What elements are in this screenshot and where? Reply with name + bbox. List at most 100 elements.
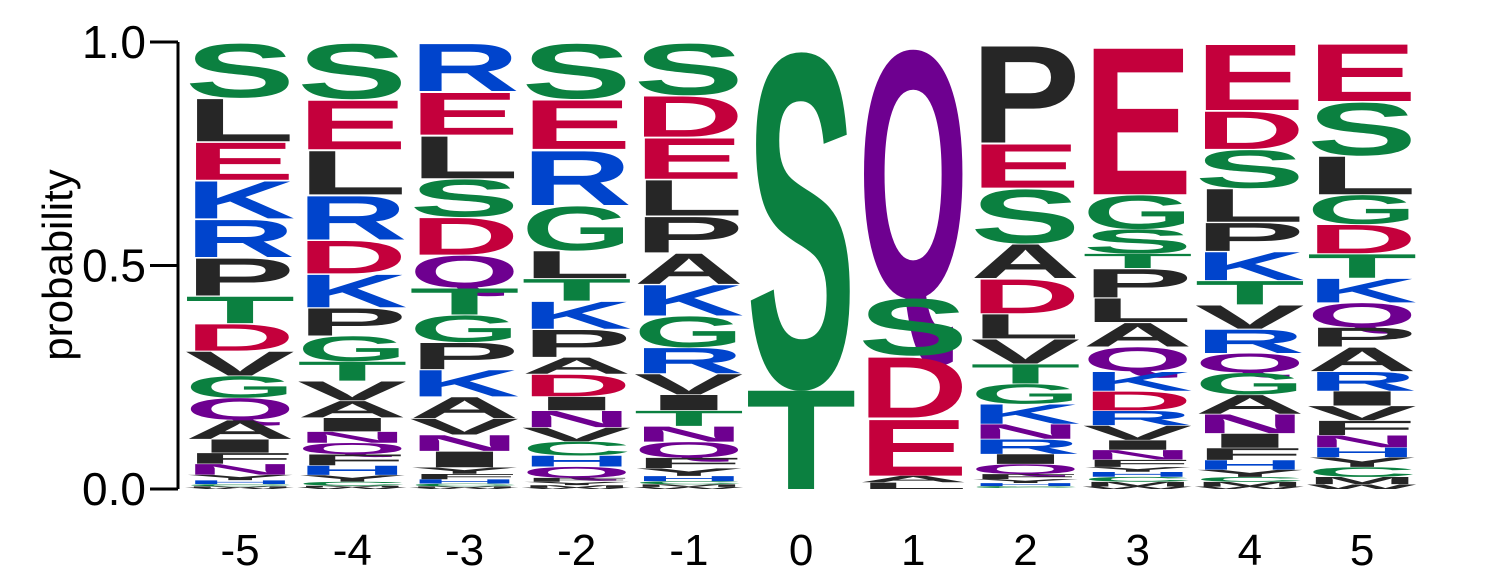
- logo-column: ST: [746, 0, 856, 520]
- logo-letter: F: [970, 473, 1080, 481]
- logo-letter: G: [297, 329, 407, 368]
- logo-letter: L: [522, 243, 632, 287]
- logo-letter: M: [522, 484, 632, 488]
- logo-letter: L: [858, 481, 968, 491]
- logo-letter: R: [1083, 407, 1193, 430]
- logo-letter: L: [1083, 291, 1193, 329]
- logo-letter: Y: [297, 473, 407, 484]
- logo-letter: D: [409, 207, 519, 266]
- logo-letter: I: [185, 435, 295, 456]
- logo-letter: Q: [409, 247, 519, 298]
- logo-letter: S: [522, 28, 632, 115]
- logo-letter: P: [409, 335, 519, 377]
- logo-letter: L: [1307, 145, 1417, 206]
- y-tick-label: 1.0: [82, 16, 146, 68]
- logo-letter: N: [297, 429, 407, 446]
- logo-letter: F: [1083, 458, 1193, 469]
- logo-letter: Q: [858, 0, 968, 373]
- logo-letter: K: [185, 170, 295, 230]
- logo-letter: C: [1307, 464, 1417, 479]
- logo-letter: A: [970, 234, 1080, 289]
- logo-letter: G: [634, 308, 744, 357]
- logo-letter: A: [522, 353, 632, 379]
- logo-letter: W: [185, 488, 295, 490]
- logo-letter: V: [522, 424, 632, 446]
- logo-letter: N: [1307, 432, 1417, 451]
- logo-letter: C: [634, 480, 744, 485]
- logo-letter: R: [634, 340, 744, 381]
- logo-letter: F: [409, 472, 519, 480]
- logo-letter: F: [1307, 417, 1417, 440]
- logo-letter: I: [634, 390, 744, 414]
- logo-letter: N: [634, 422, 744, 447]
- logo-letter: I: [522, 393, 632, 415]
- logo-letter: Q: [297, 440, 407, 457]
- logo-letter: P: [185, 248, 295, 308]
- logo-letter: A: [1307, 341, 1417, 379]
- logo-letter: E: [970, 131, 1080, 201]
- logo-letter: N: [1195, 409, 1305, 439]
- logo-letter: D: [185, 316, 295, 359]
- logo-letter: V: [970, 332, 1080, 371]
- logo-letter: S: [297, 28, 407, 115]
- logo-letter: D: [970, 269, 1080, 324]
- logo-letter: S: [970, 174, 1080, 260]
- logo-letter: A: [185, 415, 295, 445]
- logo-letter: E: [522, 85, 632, 164]
- logo-letter: T: [746, 361, 856, 520]
- logo-letter: R: [409, 30, 519, 106]
- logo-letter: Y: [1195, 468, 1305, 479]
- logo-letter: K: [409, 362, 519, 405]
- logo-letter: R: [185, 209, 295, 269]
- logo-letter: K: [970, 399, 1080, 430]
- logo-letter: W: [409, 488, 519, 490]
- logo-letter: D: [522, 368, 632, 403]
- logo-letter: E: [634, 126, 744, 191]
- logo-letter: P: [634, 206, 744, 263]
- logo-letter: Y: [1083, 466, 1193, 474]
- logo-letter: K: [522, 293, 632, 337]
- logo-letter: S: [634, 29, 744, 111]
- logo-letter: M: [185, 486, 295, 489]
- logo-letter: Y: [634, 466, 744, 478]
- logo-letter: S: [185, 28, 295, 114]
- logo-letter: E: [185, 132, 295, 192]
- logo-letter: P: [1083, 260, 1193, 306]
- logo-letter: S: [858, 282, 968, 373]
- logo-letter: Q: [522, 464, 632, 481]
- logo-letter: V: [185, 344, 295, 383]
- y-tick-label: 0.5: [82, 240, 146, 292]
- logo-letter: K: [1195, 243, 1305, 288]
- x-tick-label: -1: [669, 526, 708, 575]
- logo-letter: Y: [409, 466, 519, 476]
- y-axis: 0.0 0.5 1.0: [82, 16, 180, 515]
- logo-letter: A: [409, 391, 519, 425]
- x-tick-label: -5: [221, 526, 260, 575]
- logo-letter: Q: [1195, 348, 1305, 378]
- logo-letter: I: [1083, 437, 1193, 452]
- logo-letter: M: [1307, 475, 1417, 486]
- logo-letter: I: [1195, 429, 1305, 452]
- logo-letter: H: [970, 482, 1080, 487]
- logo-letter: Q: [634, 438, 744, 462]
- logo-letter: S: [1195, 139, 1305, 199]
- logo-letter: G: [185, 370, 295, 404]
- logo-letter: W: [634, 486, 744, 489]
- logo-letter: A: [1195, 390, 1305, 420]
- logo-letter: E: [1307, 27, 1417, 119]
- logo-letter: Q: [1307, 296, 1417, 334]
- logo-letter: D: [1083, 386, 1193, 416]
- logo-letter: P: [522, 322, 632, 366]
- logo-letter: F: [1195, 445, 1305, 464]
- logo-letter: V: [297, 375, 407, 406]
- logo-letter: N: [522, 406, 632, 432]
- logo-letter: I: [1307, 387, 1417, 410]
- x-tick-label: -4: [333, 526, 372, 575]
- x-tick-label: 5: [1350, 526, 1374, 575]
- logo-letter: T: [522, 273, 632, 308]
- x-tick-label: -3: [445, 526, 484, 575]
- logo-letter: N: [970, 420, 1080, 443]
